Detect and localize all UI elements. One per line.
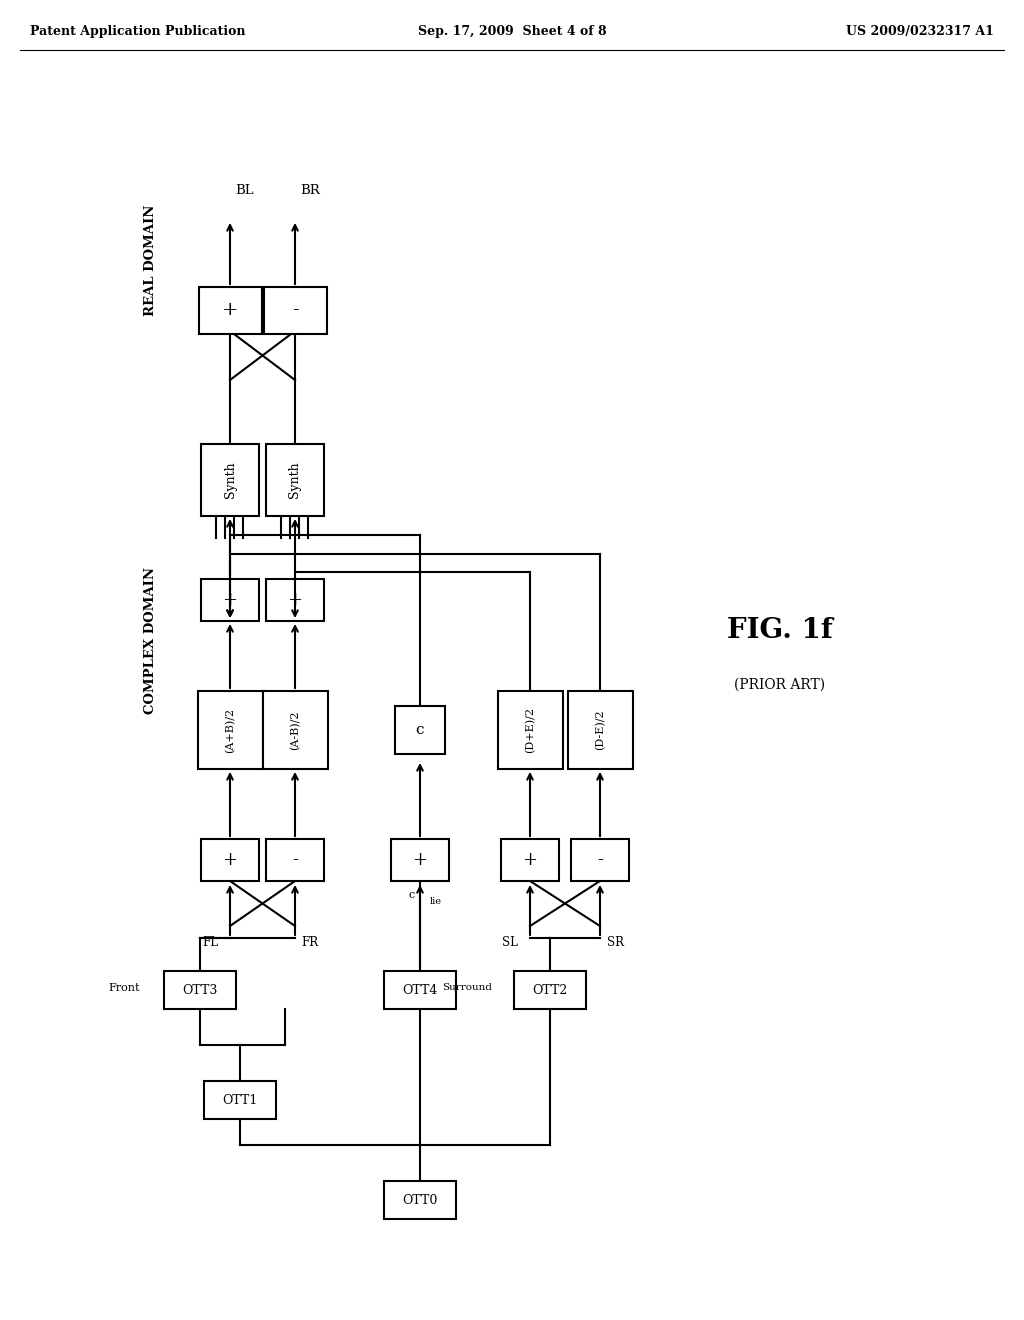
- Bar: [395, 706, 445, 754]
- Text: BL: BL: [234, 183, 254, 197]
- Bar: [266, 579, 324, 620]
- Bar: [199, 286, 261, 334]
- Bar: [201, 840, 259, 880]
- Text: OTT2: OTT2: [532, 983, 567, 997]
- Text: FL: FL: [202, 936, 218, 949]
- Bar: [201, 579, 259, 620]
- Text: (D+E)/2: (D+E)/2: [525, 708, 536, 752]
- Text: +: +: [222, 301, 239, 319]
- Text: -: -: [597, 851, 603, 869]
- Bar: [198, 690, 262, 770]
- Bar: [498, 690, 562, 770]
- Bar: [164, 972, 236, 1008]
- Text: Sep. 17, 2009  Sheet 4 of 8: Sep. 17, 2009 Sheet 4 of 8: [418, 25, 606, 38]
- Text: +: +: [288, 591, 302, 609]
- Text: lie: lie: [430, 898, 442, 907]
- Text: Surround: Surround: [442, 983, 492, 993]
- Text: SL: SL: [502, 936, 518, 949]
- Text: OTT3: OTT3: [182, 983, 218, 997]
- Text: OTT0: OTT0: [402, 1193, 437, 1206]
- Text: (PRIOR ART): (PRIOR ART): [734, 678, 825, 692]
- Bar: [501, 840, 559, 880]
- Text: +: +: [522, 851, 538, 869]
- Bar: [514, 972, 586, 1008]
- Text: -: -: [292, 301, 298, 319]
- Text: OTT4: OTT4: [402, 983, 437, 997]
- Text: (A-B)/2: (A-B)/2: [290, 710, 300, 750]
- Bar: [571, 840, 629, 880]
- Text: BR: BR: [300, 183, 319, 197]
- Text: +: +: [413, 851, 427, 869]
- Text: US 2009/0232317 A1: US 2009/0232317 A1: [846, 25, 994, 38]
- Bar: [263, 286, 327, 334]
- Text: (A+B)/2: (A+B)/2: [225, 708, 236, 752]
- Bar: [201, 444, 259, 516]
- Bar: [567, 690, 633, 770]
- Text: SR: SR: [606, 936, 624, 949]
- Bar: [204, 1081, 276, 1119]
- Text: COMPLEX DOMAIN: COMPLEX DOMAIN: [143, 566, 157, 714]
- Text: c: c: [416, 723, 424, 737]
- Bar: [266, 840, 324, 880]
- Bar: [266, 444, 324, 516]
- Text: FR: FR: [301, 936, 318, 949]
- Text: OTT1: OTT1: [222, 1093, 258, 1106]
- Text: Synth: Synth: [223, 462, 237, 499]
- Text: Patent Application Publication: Patent Application Publication: [30, 25, 246, 38]
- Text: +: +: [222, 591, 238, 609]
- Text: Front: Front: [109, 983, 140, 993]
- Bar: [262, 690, 328, 770]
- Text: FIG. 1f: FIG. 1f: [727, 616, 833, 644]
- Text: Synth: Synth: [289, 462, 301, 499]
- Bar: [384, 972, 456, 1008]
- Text: -: -: [292, 851, 298, 869]
- Text: c: c: [409, 890, 415, 900]
- Text: REAL DOMAIN: REAL DOMAIN: [143, 205, 157, 315]
- Bar: [391, 840, 449, 880]
- Text: (D-E)/2: (D-E)/2: [595, 710, 605, 750]
- Text: +: +: [222, 851, 238, 869]
- Bar: [384, 1181, 456, 1218]
